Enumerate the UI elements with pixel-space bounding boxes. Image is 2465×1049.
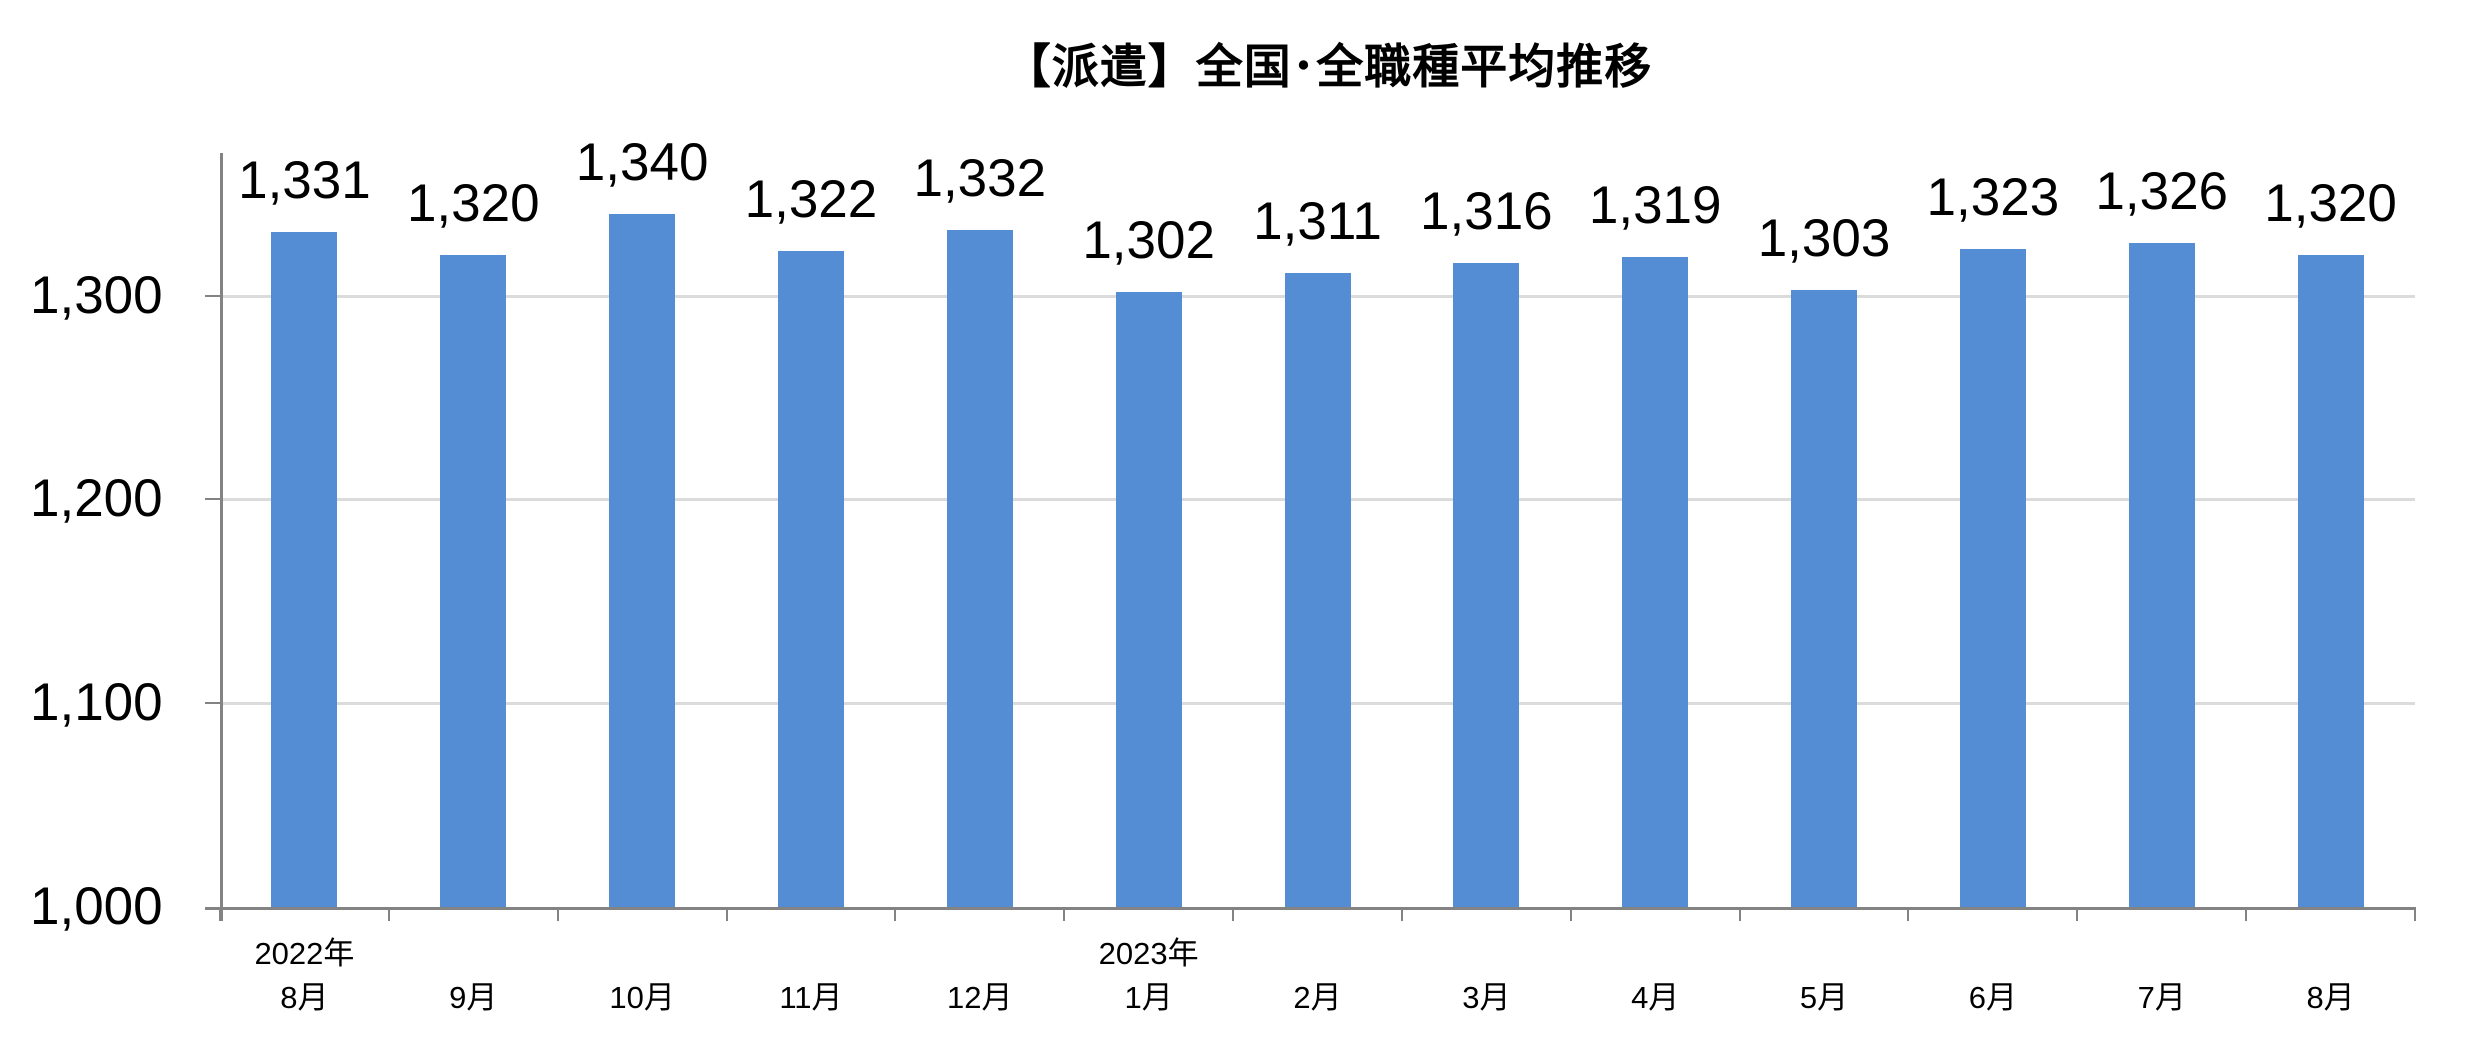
x-axis-tick bbox=[1569, 907, 1572, 921]
x-axis-month-label: 8月 bbox=[2306, 980, 2355, 1015]
bar-value-label: 1,319 bbox=[1588, 175, 1722, 235]
bar bbox=[2297, 254, 2364, 907]
bar-value-label: 1,316 bbox=[1420, 182, 1553, 242]
bar bbox=[1622, 256, 1689, 907]
y-axis-tick-label: 1,000 bbox=[30, 877, 163, 936]
x-axis-month-label: 7月 bbox=[2137, 980, 2186, 1015]
x-axis-tick bbox=[1907, 907, 1910, 921]
x-axis-tick bbox=[894, 907, 897, 921]
x-axis-tick bbox=[2414, 907, 2416, 921]
x-axis-month-label: 9月 bbox=[449, 980, 498, 1015]
bar bbox=[1791, 289, 1858, 907]
bar-value-label: 1,320 bbox=[406, 173, 540, 233]
x-axis-month-label: 5月 bbox=[1799, 980, 1849, 1015]
x-axis-tick bbox=[1232, 907, 1235, 921]
bar bbox=[440, 254, 507, 907]
x-axis-month-label: 12月 bbox=[947, 980, 1013, 1015]
bar-value-label: 1,340 bbox=[575, 133, 709, 193]
x-axis-tick bbox=[1063, 907, 1066, 921]
x-axis-tick bbox=[2245, 907, 2248, 921]
x-axis-tick bbox=[1400, 907, 1403, 921]
y-axis-tick-label: 1,200 bbox=[30, 469, 163, 529]
y-axis-tick bbox=[205, 702, 220, 705]
bar bbox=[1959, 248, 2026, 907]
y-axis-line bbox=[220, 153, 223, 921]
x-axis-month-label: 11月 bbox=[779, 980, 843, 1015]
x-axis-tick bbox=[219, 907, 221, 921]
bar bbox=[2128, 242, 2195, 907]
bar-value-label: 1,326 bbox=[2095, 161, 2229, 221]
bar-value-label: 1,303 bbox=[1757, 208, 1891, 268]
x-axis-tick bbox=[556, 907, 559, 921]
x-axis-line bbox=[205, 907, 2415, 910]
x-axis-tick bbox=[1738, 907, 1741, 921]
bar-value-label: 1,320 bbox=[2264, 173, 2397, 233]
x-axis-month-label: 1月 bbox=[1124, 980, 1173, 1015]
x-axis-tick bbox=[2076, 907, 2079, 921]
bar bbox=[1453, 263, 1520, 907]
bar-value-label: 1,331 bbox=[238, 151, 371, 211]
y-axis-tick-label: 1,300 bbox=[30, 265, 163, 325]
bar-value-label: 1,323 bbox=[1926, 167, 2060, 227]
y-axis-tick bbox=[205, 294, 220, 297]
x-axis-year-label: 2023年 bbox=[1098, 936, 1199, 971]
x-axis-month-label: 10月 bbox=[609, 980, 675, 1015]
x-axis-month-label: 2月 bbox=[1293, 980, 1342, 1015]
bar-value-label: 1,302 bbox=[1082, 210, 1215, 270]
x-axis-month-label: 8月 bbox=[280, 980, 329, 1015]
bar bbox=[609, 214, 676, 907]
x-axis-month-label: 4月 bbox=[1631, 980, 1680, 1015]
y-axis-tick bbox=[205, 498, 220, 501]
bar-value-label: 1,332 bbox=[913, 149, 1047, 209]
x-axis-tick bbox=[387, 907, 390, 921]
bar-value-label: 1,322 bbox=[744, 169, 878, 229]
bar bbox=[271, 232, 338, 907]
x-axis-month-label: 6月 bbox=[1968, 980, 2017, 1015]
bar bbox=[1284, 273, 1351, 907]
bar bbox=[777, 250, 844, 907]
y-axis-tick-label: 1,100 bbox=[30, 673, 163, 733]
x-axis-month-label: 3月 bbox=[1462, 980, 1511, 1015]
x-axis-year-label: 2022年 bbox=[254, 936, 355, 971]
bar bbox=[1115, 291, 1182, 907]
bar bbox=[946, 230, 1013, 907]
x-axis-tick bbox=[725, 907, 728, 921]
chart-title: 【派遣】全国･全職種平均推移 bbox=[1003, 40, 1653, 93]
bar-value-label: 1,311 bbox=[1253, 192, 1382, 252]
